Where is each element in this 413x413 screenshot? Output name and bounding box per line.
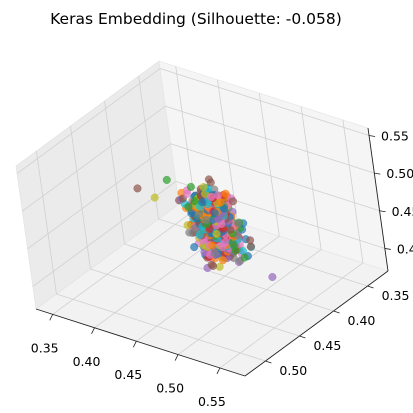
scatter-point (208, 241, 217, 250)
z-axis-line (367, 127, 389, 272)
grid-lines (16, 66, 389, 377)
y-tick-label: 0.50 (279, 363, 307, 378)
y-grid-floor (90, 268, 300, 337)
scatter-point (210, 209, 219, 218)
x-axis-line (35, 308, 246, 377)
scatter-point (133, 184, 142, 193)
x-tick-mark (91, 327, 95, 334)
z-grid-left (27, 143, 171, 250)
scatter-point (216, 198, 225, 207)
scatter-point (185, 228, 194, 237)
y-grid-left (104, 100, 125, 245)
x-tick-label: 0.35 (31, 340, 59, 355)
z-grid-left (16, 68, 161, 174)
scatter-point (268, 273, 277, 282)
scatter-point (202, 215, 211, 224)
y-grid-left (36, 150, 57, 295)
z-tick-mark (384, 248, 391, 250)
scatter-point (190, 243, 199, 252)
x-grid-back (300, 106, 322, 250)
z-grid-left (22, 105, 166, 212)
z-tick-mark (368, 135, 376, 137)
x-tick-mark (49, 314, 54, 321)
scatter-point (199, 182, 208, 191)
scatter-point (221, 237, 230, 246)
scatter-point (233, 219, 242, 228)
y-tick-mark (367, 285, 374, 289)
scatter-point (231, 246, 240, 255)
scatter-point (219, 204, 228, 213)
y-tick-mark (333, 310, 340, 314)
scatter-point (184, 202, 193, 211)
chart-title: Keras Embedding (Silhouette: -0.058) (50, 10, 342, 28)
scatter-point (221, 189, 230, 198)
x-tick-mark (216, 367, 221, 375)
z-tick-mark (374, 172, 381, 175)
x-tick-mark (174, 354, 179, 361)
axes-panes (15, 60, 389, 377)
axis-ticks: 0.35 0.40 0.45 0.50 0.55 0.35 0.40 0.45 0.50 0.4 0… (31, 129, 413, 409)
y-tick-label: 0.45 (313, 338, 341, 353)
z-grid-back (159, 68, 370, 136)
scatter-point (190, 197, 199, 206)
y-grid-floor (56, 293, 266, 362)
scatter-point (228, 197, 237, 206)
scatter-point (207, 260, 216, 269)
x-tick-label: 0.55 (198, 394, 226, 409)
scatter-point (212, 229, 221, 238)
z-tick-label: 0.40 (397, 241, 413, 256)
x-grid-back (258, 93, 280, 237)
y-axis-line (244, 270, 389, 377)
data-points (133, 175, 277, 282)
x-grid-back (342, 119, 364, 264)
x-grid-floor (136, 235, 280, 342)
scatter-point (204, 175, 213, 184)
z-tick-label: 0.50 (386, 166, 413, 181)
y-tick-mark (299, 335, 306, 339)
x-tick-mark (132, 340, 137, 348)
z-tick-mark (379, 210, 386, 213)
scatter-point (195, 230, 204, 239)
z-grid-back (165, 105, 375, 174)
y-tick-label: 0.35 (382, 288, 410, 303)
scatter-point (162, 175, 171, 184)
x-grid-floor (177, 249, 322, 355)
scatter-point (183, 189, 192, 198)
y-tick-label: 0.40 (348, 313, 376, 328)
y-grid-left (70, 125, 91, 270)
scatter-point (186, 182, 195, 191)
x-tick-label: 0.50 (156, 381, 184, 396)
x-grid-floor (219, 262, 364, 369)
scatter-point (183, 221, 192, 230)
y-tick-mark (265, 360, 272, 364)
scatter-point (210, 248, 219, 257)
scatter-point (213, 191, 222, 200)
scatter-point (218, 256, 227, 265)
scatter-point (226, 225, 235, 234)
z-tick-label: 0.45 (392, 204, 413, 219)
scatter-point (246, 236, 255, 245)
x-grid-floor (52, 209, 196, 315)
scatter-point (207, 192, 216, 201)
x-tick-label: 0.45 (114, 367, 142, 382)
x-tick-label: 0.40 (73, 354, 101, 369)
z-tick-label: 0.55 (381, 129, 409, 144)
y-grid-floor (124, 243, 334, 312)
z-grid-back (170, 143, 380, 212)
scatter-point (150, 193, 159, 202)
scatter-point (240, 253, 249, 262)
scatter-point (198, 198, 207, 207)
